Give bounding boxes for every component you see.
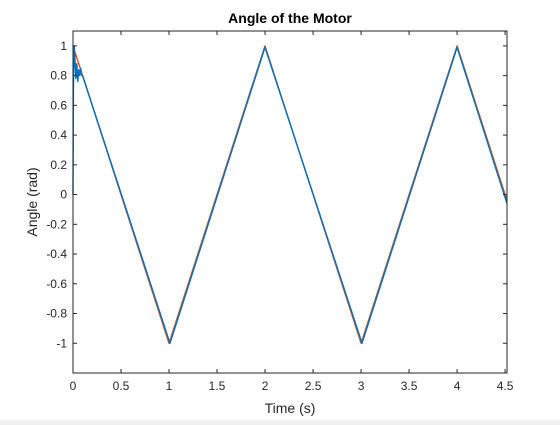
y-tick-label: 1 — [60, 39, 67, 53]
x-tick-label: 0.5 — [113, 379, 130, 393]
axes-box — [72, 30, 508, 374]
y-tick-label: 0.4 — [50, 128, 67, 142]
x-tick-label: 4.5 — [497, 379, 514, 393]
series-line-2 — [72, 45, 508, 344]
y-tick-label: 0.2 — [50, 158, 67, 172]
axes-layer: 0 0.5 1 1.5 2 2.5 3 3.5 4 4.5 1 0.8 0.6 0.4 0.2 0 -0.2 -0… — [46, 31, 514, 393]
chart-title: Angle of the Motor — [228, 10, 352, 26]
y-tick-label: -0.6 — [46, 277, 67, 291]
y-tick-label: 0.8 — [50, 69, 67, 83]
x-tick-label: 3 — [358, 379, 365, 393]
x-tick-label: 3.5 — [401, 379, 418, 393]
y-tick-label: -1 — [56, 336, 67, 350]
x-tick-label: 4 — [454, 379, 461, 393]
series-layer — [72, 45, 508, 344]
y-axis-label: Angle (rad) — [24, 167, 40, 236]
x-tick-label: 2 — [262, 379, 269, 393]
x-tick-label: 1.5 — [209, 379, 226, 393]
x-axis-label: Time (s) — [265, 400, 316, 416]
x-tick-label: 1 — [166, 379, 173, 393]
y-tick-label: -0.8 — [46, 307, 67, 321]
x-tick-label: 2.5 — [305, 379, 322, 393]
y-tick-label: 0.6 — [50, 98, 67, 112]
x-tick-label: 0 — [70, 379, 77, 393]
y-tick-label: 0 — [60, 188, 67, 202]
y-tick-label: -0.2 — [46, 217, 67, 231]
plot-area — [73, 31, 507, 373]
y-tick-label: -0.4 — [46, 247, 67, 261]
